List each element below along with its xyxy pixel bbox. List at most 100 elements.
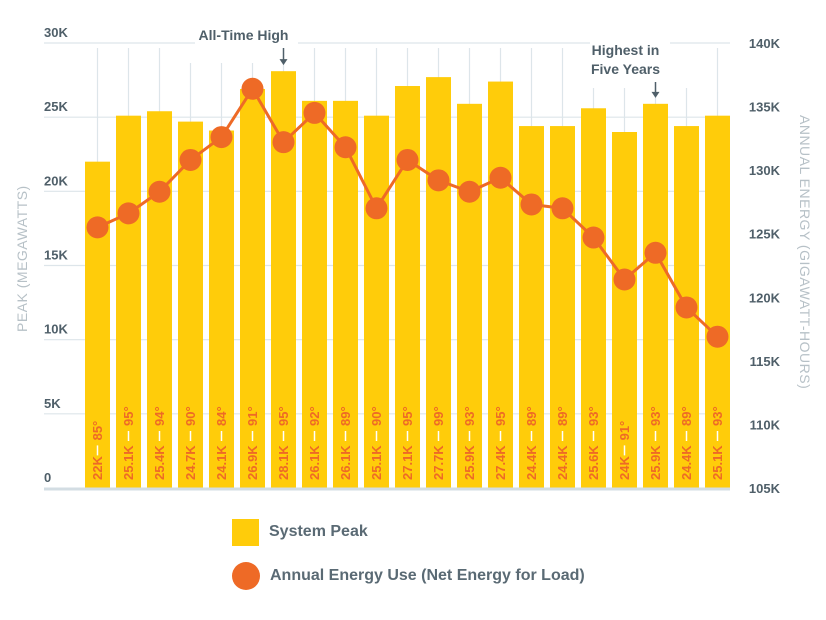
- right-tick-label: 135K: [749, 100, 781, 115]
- energy-point: [675, 296, 698, 319]
- bar-system-peak: [550, 126, 575, 489]
- bar-temperature-label: 89°: [679, 406, 694, 426]
- energy-point: [396, 148, 419, 171]
- energy-point: [241, 77, 264, 100]
- left-tick-label: 25K: [44, 99, 68, 114]
- bar-value-label: 25.6K: [586, 445, 601, 480]
- bar-value-label: 27.1K: [400, 445, 415, 480]
- left-tick-label: 0: [44, 470, 51, 485]
- bar-system-peak: [209, 130, 234, 488]
- annotation-text: Five Years: [591, 61, 660, 77]
- bar-temperature-label: 90°: [183, 406, 198, 426]
- bar-system-peak: [395, 86, 420, 489]
- bar-value-label: 26.9K: [245, 445, 260, 480]
- right-axis-ticks: 105K 110K 115K 120K 125K 130K 135K 140K: [749, 36, 781, 496]
- legend: System Peak Annual Energy Use (Net Energ…: [232, 518, 585, 606]
- bar-system-peak: [116, 115, 141, 488]
- bar-value-label: 24.4K: [555, 445, 570, 480]
- energy-point: [644, 241, 667, 264]
- bar-temperature-label: 89°: [524, 406, 539, 426]
- energy-point: [210, 126, 233, 149]
- annual-energy-line: [86, 77, 729, 348]
- bar-value-label: 25.9K: [462, 445, 477, 480]
- bar-temperature-label: 94°: [152, 406, 167, 426]
- energy-point: [272, 131, 295, 154]
- bar-value-label: 25.4K: [152, 445, 167, 480]
- bar-system-peak: [612, 132, 637, 488]
- bar-value-label: 24.4K: [524, 445, 539, 480]
- left-tick-label: 5K: [44, 396, 61, 411]
- bar-value-label: 24.7K: [183, 445, 198, 480]
- right-tick-label: 140K: [749, 36, 781, 51]
- bar-system-peak: [240, 88, 265, 488]
- energy-point: [489, 166, 512, 189]
- energy-point: [117, 202, 140, 225]
- bar-value-label: 22K: [90, 456, 105, 480]
- bar-temperature-label: 84°: [214, 406, 229, 426]
- bar-system-peak: [147, 111, 172, 488]
- right-tick-label: 120K: [749, 290, 781, 305]
- bar-temperature-label: 99°: [431, 406, 446, 426]
- bar-temperature-label: 95°: [493, 406, 508, 426]
- left-axis-title: PEAK (MEGAWATTS): [14, 185, 30, 332]
- right-tick-label: 105K: [749, 481, 781, 496]
- left-tick-label: 15K: [44, 248, 68, 263]
- legend-item-annual-energy: Annual Energy Use (Net Energy for Load): [232, 562, 585, 590]
- bar-value-label: 26.1K: [338, 445, 353, 480]
- bar-value-label: 25.1K: [710, 445, 725, 480]
- energy-point: [365, 197, 388, 220]
- bar-system-peak: [364, 115, 389, 488]
- energy-point: [427, 169, 450, 192]
- left-tick-label: 20K: [44, 173, 68, 188]
- annotations: All-Time High Highest in Five Years: [199, 27, 660, 98]
- right-tick-label: 110K: [750, 417, 781, 432]
- bar-temperature-label: 95°: [276, 406, 291, 426]
- left-tick-label: 10K: [44, 322, 68, 337]
- energy-point: [613, 268, 636, 291]
- bar-temperature-label: 89°: [338, 406, 353, 426]
- legend-item-system-peak: System Peak: [232, 518, 585, 546]
- energy-point: [334, 136, 357, 159]
- bar-temperature-label: 93°: [586, 406, 601, 426]
- legend-square-swatch-icon: [232, 518, 259, 546]
- right-axis-title: ANNUAL ENERGY (GIGAWATT-HOURS): [797, 115, 813, 389]
- bar-temperature-label: 91°: [617, 421, 632, 441]
- left-tick-label: 30K: [44, 25, 68, 40]
- bar-temperature-label: 93°: [710, 406, 725, 426]
- bar-system-peak: [643, 103, 668, 489]
- bar-value-label: 27.7K: [431, 445, 446, 480]
- bar-value-label: 24K: [617, 456, 632, 480]
- bar-value-label: 28.1K: [276, 445, 291, 480]
- bar-system-peak: [178, 121, 203, 488]
- bar-system-peak: [302, 100, 327, 488]
- bar-value-label: 24.1K: [214, 445, 229, 480]
- legend-label: System Peak: [269, 523, 368, 540]
- bar-temperature-label: 90°: [369, 406, 384, 426]
- bar-temperature-label: 91°: [245, 406, 260, 426]
- energy-point: [520, 193, 543, 216]
- down-arrow-icon: [279, 59, 288, 66]
- bar-system-peak: [457, 103, 482, 489]
- bar-labels: 22K 85° 25.1K 95° 25.4K 94° 24.7K 90° 24.1K 84° 26…: [90, 406, 725, 480]
- bar-system-peak: [488, 81, 513, 489]
- energy-point: [582, 226, 605, 249]
- energy-point: [179, 148, 202, 171]
- energy-point: [551, 197, 574, 220]
- legend-label: Annual Energy Use (Net Energy for Load): [270, 567, 585, 584]
- bar-value-label: 25.9K: [648, 445, 663, 480]
- annotation-text: Highest in: [592, 42, 660, 58]
- bar-temperature-label: 95°: [121, 406, 136, 426]
- bar-system-peak: [333, 100, 358, 488]
- legend-circle-swatch-icon: [232, 562, 260, 590]
- energy-point: [303, 101, 326, 124]
- bar-temperature-label: 93°: [648, 406, 663, 426]
- energy-point: [458, 180, 481, 203]
- annotation-text: All-Time High: [199, 27, 289, 43]
- left-axis-ticks: 0 5K 10K 15K 20K 25K 30K: [44, 25, 68, 485]
- right-tick-label: 115K: [750, 354, 781, 369]
- bar-temperature-label: 95°: [400, 406, 415, 426]
- bar-system-peak: [426, 77, 451, 488]
- bar-value-label: 27.4K: [493, 445, 508, 480]
- chart: 22K 85° 25.1K 95° 25.4K 94° 24.7K 90° 24.1K 84° 26…: [14, 25, 813, 496]
- energy-point: [706, 325, 729, 348]
